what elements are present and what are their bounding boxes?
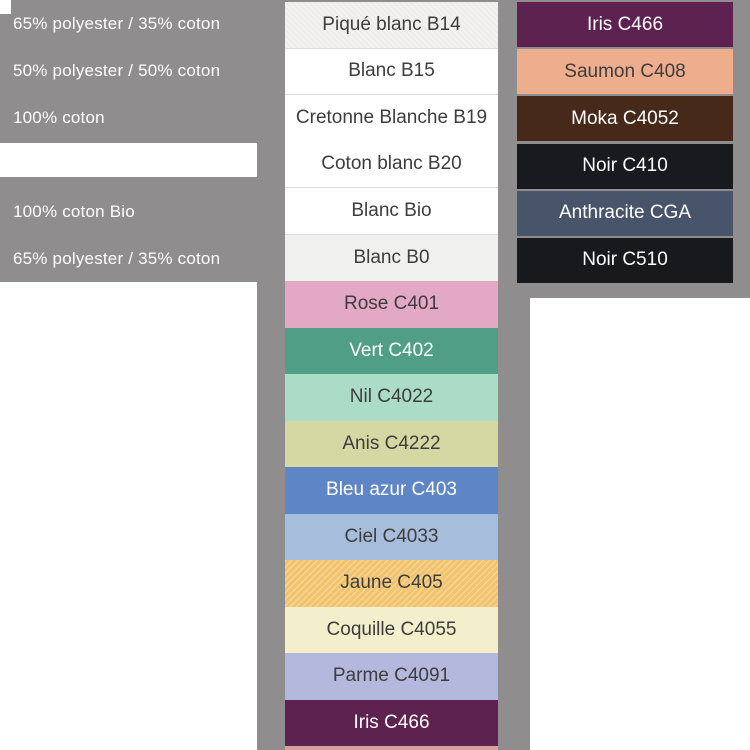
color-swatch-panel: Iris C466 Saumon C408 Moka C4052 Noir C4… <box>498 0 750 298</box>
composition-label: 50% polyester / 50% coton <box>13 60 221 80</box>
swatch-row[interactable]: Moka C4052 <box>517 96 733 142</box>
swatch-row[interactable]: Saumon C408 <box>517 49 733 95</box>
swatch-row[interactable]: Blanc B15 <box>285 48 498 95</box>
swatch-row[interactable]: Cretonne Blanche B19 <box>285 95 498 142</box>
swatch-label: Anthracite CGA <box>559 202 691 224</box>
swatch-row[interactable]: Noir C510 <box>517 237 733 283</box>
swatch-row[interactable]: Blanc B0 <box>285 234 498 281</box>
composition-row: 100% coton Bio <box>0 188 285 235</box>
color-swatch-list: Iris C466 Saumon C408 Moka C4052 Noir C4… <box>517 2 733 285</box>
swatch-label: Blanc B15 <box>348 60 435 82</box>
composition-row: 100% coton <box>0 94 285 141</box>
swatch-label: Bleu azur C403 <box>326 479 457 501</box>
swatch-row[interactable]: Anthracite CGA <box>517 190 733 236</box>
swatch-label: Jaune C405 <box>340 572 443 594</box>
swatch-label: Parme C4091 <box>332 665 451 687</box>
right-gray-strip <box>498 298 530 750</box>
swatch-row[interactable]: Noir C410 <box>517 143 733 189</box>
blank-row <box>0 143 257 177</box>
swatch-row[interactable]: Parme C4091 <box>285 653 498 700</box>
swatch-row[interactable]: Ciel C4033 <box>285 513 498 560</box>
swatch-row[interactable]: Jaune C405 <box>285 560 502 607</box>
swatch-label: Saumon C408 <box>564 60 686 82</box>
swatch-label: Iris C466 <box>586 13 664 35</box>
composition-row: 65% polyester / 35% coton <box>0 0 285 47</box>
composition-label: 100% coton <box>13 107 105 127</box>
swatch-row[interactable]: Iris C466 <box>517 2 733 47</box>
swatch-row[interactable]: Anis C4222 <box>285 420 498 467</box>
composition-row: 65% polyester / 35% coton <box>0 235 285 282</box>
swatch-label: Moka C4052 <box>571 107 679 129</box>
swatch-label: Rose C401 <box>343 293 440 315</box>
swatch-label: Noir C510 <box>582 249 668 271</box>
fabric-swatch-column: Piqué blanc B14 Blanc B15 Cretonne Blanc… <box>285 0 502 750</box>
swatch-row[interactable]: Vert C402 <box>285 327 498 374</box>
swatch-row[interactable]: Iris C466 <box>285 699 498 746</box>
left-gray-strip <box>257 282 285 750</box>
swatch-label: Coquille C4055 <box>326 618 457 640</box>
swatch-row[interactable]: Nil C4022 <box>285 374 498 421</box>
composition-panel: 65% polyester / 35% coton 50% polyester … <box>0 0 285 282</box>
swatch-row[interactable]: Coquille C4055 <box>285 606 498 653</box>
swatch-label: Cretonne Blanche B19 <box>295 107 488 129</box>
swatch-row[interactable]: Blanc Bio <box>285 188 498 235</box>
swatch-label: Blanc Bio <box>351 199 432 221</box>
swatch-label: Piqué blanc B14 <box>322 13 461 35</box>
composition-label: 100% coton Bio <box>13 201 135 221</box>
composition-label: 65% polyester / 35% coton <box>13 13 221 33</box>
swatch-label: Nil C4022 <box>349 386 434 408</box>
swatch-row[interactable]: Rose C401 <box>285 281 498 328</box>
swatch-row[interactable]: Coton blanc B20 <box>285 141 498 188</box>
composition-label: 65% polyester / 35% coton <box>13 248 221 268</box>
composition-row: 50% polyester / 50% coton <box>0 47 285 94</box>
swatch-row[interactable]: Piqué blanc B14 <box>285 2 498 49</box>
corner-notch <box>0 0 11 14</box>
swatch-label: Ciel C4033 <box>344 525 439 547</box>
swatch-label: Coton blanc B20 <box>321 153 462 175</box>
swatch-label: Vert C402 <box>349 339 434 361</box>
swatch-label: Blanc B0 <box>353 246 430 268</box>
swatch-label: Anis C4222 <box>342 432 441 454</box>
swatch-label: Iris C466 <box>353 711 430 733</box>
partial-swatch-sliver <box>285 746 498 750</box>
swatch-label: Noir C410 <box>582 155 668 177</box>
swatch-row[interactable]: Bleu azur C403 <box>285 467 498 514</box>
